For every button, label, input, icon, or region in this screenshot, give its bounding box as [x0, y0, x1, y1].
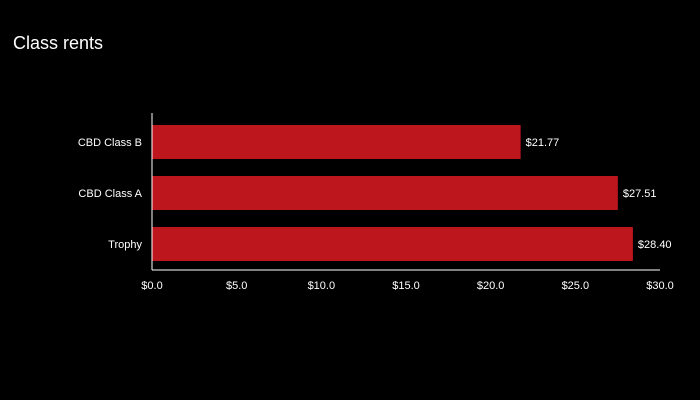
bar-trophy — [152, 227, 633, 261]
x-tick-label: $25.0 — [562, 280, 590, 292]
x-tick-label: $5.0 — [226, 280, 247, 292]
x-tick-label: $15.0 — [392, 280, 420, 292]
value-label: $21.77 — [526, 137, 560, 149]
x-tick-label: $30.0 — [646, 280, 674, 292]
bars-group — [152, 125, 633, 261]
value-label: $27.51 — [623, 188, 657, 200]
value-label: $28.40 — [638, 239, 672, 251]
x-tick-label: $20.0 — [477, 280, 505, 292]
category-label: CBD Class A — [78, 188, 142, 200]
category-label: CBD Class B — [78, 137, 142, 149]
chart-title: Class rents — [13, 33, 104, 53]
x-tick-label: $10.0 — [308, 280, 336, 292]
value-labels-group: $21.77 $27.51 $28.40 — [526, 137, 672, 251]
bar-cbd-class-b — [152, 125, 521, 159]
category-label: Trophy — [108, 239, 142, 251]
category-labels-group: CBD Class B CBD Class A Trophy — [78, 137, 143, 251]
bar-cbd-class-a — [152, 176, 618, 210]
x-tick-label: $0.0 — [141, 280, 162, 292]
x-tick-labels-group: $0.0 $5.0 $10.0 $15.0 $20.0 $25.0 $30.0 — [141, 280, 673, 292]
